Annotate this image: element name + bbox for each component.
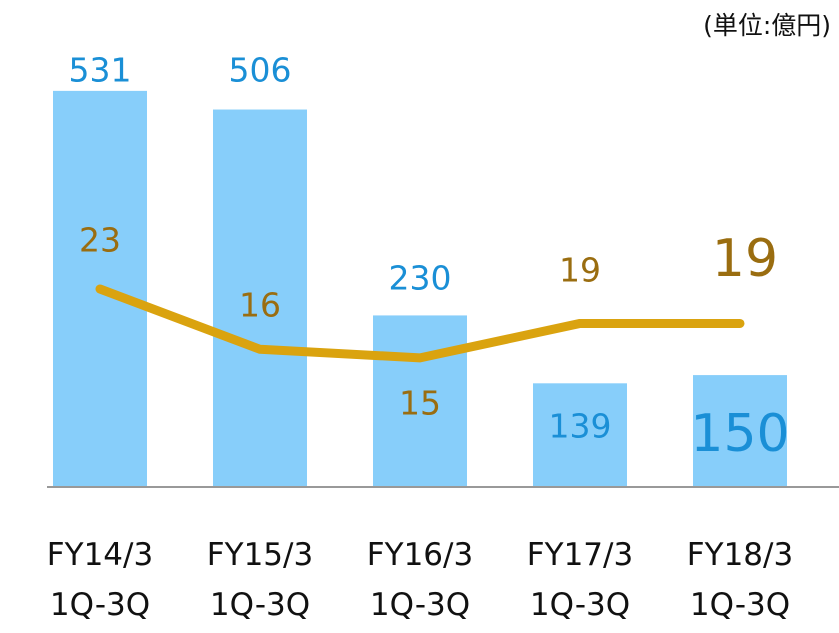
line-value-label: 19 [559,251,601,290]
bar [213,109,307,488]
line-value-label: 16 [239,286,281,325]
bar [533,383,627,487]
bar-value-label: 506 [229,51,292,90]
x-tick-label: FY16/3 1Q-3Q [366,537,474,623]
x-tick-label: FY18/3 1Q-3Q [686,537,794,623]
bar-value-label: 531 [69,51,132,90]
x-tick-label: FY14/3 1Q-3Q [46,537,154,623]
line-value-label: 19 [712,229,778,289]
line-value-label: 23 [79,221,121,260]
x-tick-label: FY15/3 1Q-3Q [206,537,314,623]
bar-value-label: 150 [690,404,789,464]
x-tick-label: FY17/3 1Q-3Q [526,537,634,623]
bar [373,315,467,487]
bar-value-label: 139 [549,407,612,446]
unit-label: (単位:億円) [703,11,831,40]
bar-value-label: 230 [389,259,452,298]
bar [693,375,787,487]
line [95,284,745,363]
line-value-label: 15 [399,384,441,423]
